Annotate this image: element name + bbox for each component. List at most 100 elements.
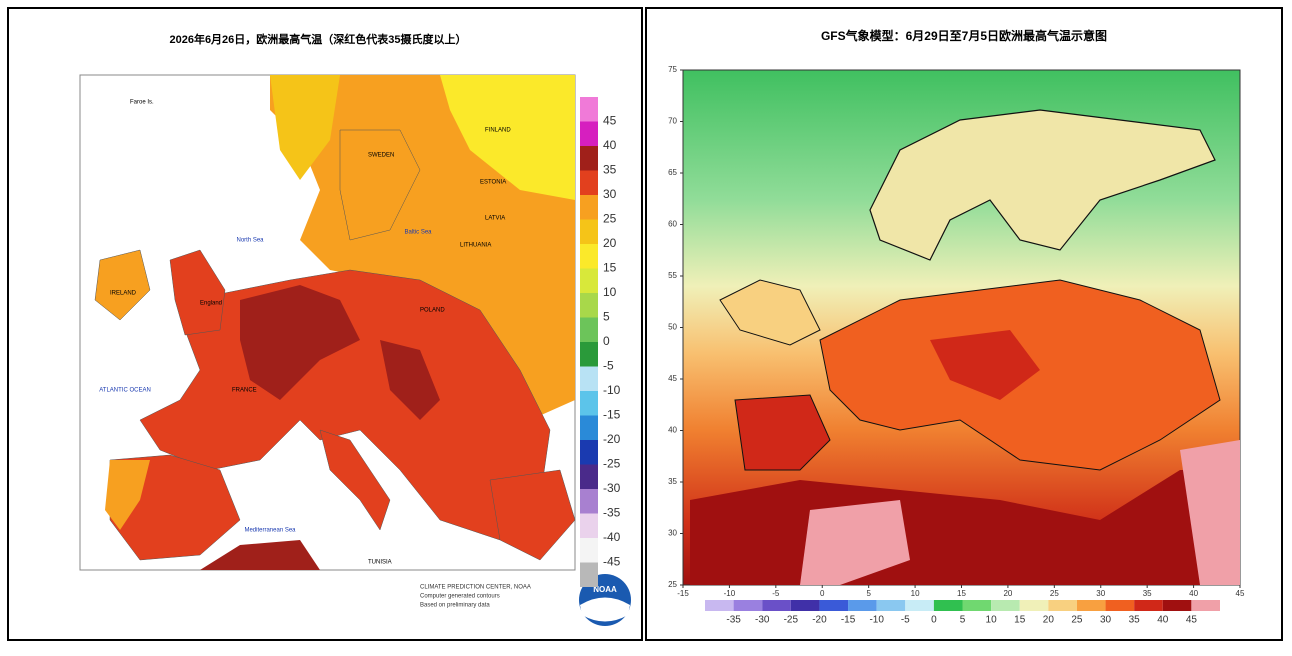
colorbar-swatch — [848, 600, 877, 611]
lon-tick-label: 15 — [957, 589, 966, 598]
legend-label: 45 — [603, 114, 617, 128]
left-title: 2026年6月26日，欧洲最高气温（深红色代表35摄氏度以上） — [169, 32, 466, 46]
lon-tick-label: 20 — [1003, 589, 1012, 598]
legend-label: 35 — [603, 163, 617, 177]
lon-tick-label: 45 — [1236, 589, 1245, 598]
legend-swatch — [580, 146, 598, 171]
colorbar-label: -20 — [812, 615, 827, 626]
colorbar-swatch — [1191, 600, 1220, 611]
legend-label: -30 — [603, 481, 621, 495]
lat-tick-label: 55 — [668, 271, 677, 280]
place-label: ATLANTIC OCEAN — [99, 388, 151, 394]
colorbar-swatch — [1019, 600, 1049, 611]
colorbar-swatch — [1162, 600, 1192, 611]
colorbar-label: 40 — [1157, 615, 1169, 626]
place-label: England — [200, 301, 222, 307]
colorbar-swatch — [933, 600, 963, 611]
place-label: Baltic Sea — [404, 230, 432, 236]
colorbar-swatch — [790, 600, 820, 611]
legend-label: 40 — [603, 138, 617, 152]
colorbar-label: 10 — [986, 615, 998, 626]
legend-swatch — [580, 317, 598, 342]
noaa-logo-wave — [580, 597, 630, 622]
colorbar-swatch — [1076, 600, 1106, 611]
legend-swatch — [580, 195, 598, 220]
colorbar-swatch — [876, 600, 906, 611]
lon-tick-label: 10 — [911, 589, 920, 598]
legend-swatch — [580, 440, 598, 465]
legend-label: -40 — [603, 530, 621, 544]
legend-label: 5 — [603, 310, 610, 324]
colorbar-label: 45 — [1186, 615, 1198, 626]
lat-tick-label: 75 — [668, 65, 677, 74]
colorbar-swatch — [705, 600, 734, 611]
colorbar-swatch — [1105, 600, 1135, 611]
footer-line: CLIMATE PREDICTION CENTER, NOAA — [420, 585, 531, 591]
lat-tick-label: 60 — [668, 220, 677, 229]
left-footer: CLIMATE PREDICTION CENTER, NOAA Computer… — [420, 585, 531, 609]
right-map — [682, 69, 1241, 586]
place-label: FINLAND — [485, 128, 511, 134]
colorbar-label: -5 — [901, 615, 910, 626]
lon-tick-label: -15 — [677, 589, 689, 598]
legend-swatch — [580, 97, 598, 122]
legend-label: -15 — [603, 408, 621, 422]
colorbar-label: 15 — [1014, 615, 1026, 626]
place-label: LATVIA — [485, 216, 505, 222]
place-label: FRANCE — [232, 388, 257, 394]
legend-swatch — [580, 391, 598, 416]
lat-tick-label: 40 — [668, 426, 677, 435]
lon-tick-label: -10 — [724, 589, 736, 598]
colorbar-label: 25 — [1071, 615, 1083, 626]
colorbar-swatch — [962, 600, 992, 611]
lon-tick-label: 40 — [1189, 589, 1198, 598]
place-label: IRELAND — [110, 291, 137, 297]
legend-swatch — [580, 121, 598, 146]
colorbar-label: -15 — [841, 615, 856, 626]
colorbar-label: 0 — [931, 615, 937, 626]
legend-swatch — [580, 366, 598, 391]
legend-swatch — [580, 489, 598, 514]
lat-tick-label: 70 — [668, 117, 677, 126]
legend-label: -45 — [603, 555, 621, 569]
place-label: SWEDEN — [368, 153, 394, 159]
place-label: Mediterranean Sea — [244, 528, 296, 534]
colorbar-swatch — [733, 600, 763, 611]
legend-swatch — [580, 219, 598, 244]
legend-swatch — [580, 170, 598, 195]
colorbar-label: -30 — [755, 615, 770, 626]
legend-swatch — [580, 268, 598, 293]
footer-line: Computer generated contours — [420, 594, 500, 600]
lon-tick-label: 30 — [1096, 589, 1105, 598]
colorbar-label: 5 — [960, 615, 966, 626]
left-map — [79, 74, 576, 571]
place-label: ESTONIA — [480, 180, 506, 186]
colorbar-swatch — [819, 600, 849, 611]
legend-swatch — [580, 562, 598, 587]
legend-label: -25 — [603, 457, 621, 471]
legend-label: 25 — [603, 212, 617, 226]
footer-line: Based on preliminary data — [420, 603, 490, 609]
legend-swatch — [580, 342, 598, 367]
colorbar-swatch — [991, 600, 1020, 611]
lon-tick-label: 25 — [1050, 589, 1059, 598]
legend-label: 20 — [603, 236, 617, 250]
legend-swatch — [580, 538, 598, 563]
right-title: GFS气象模型：6月29日至7月5日欧洲最高气温示意图 — [821, 28, 1107, 43]
legend-label: -35 — [603, 506, 621, 520]
left-legend: 45 40 35 30 25 20 15 10 5 0 -5 -10 -15 -20 -25 -30 -35 -4… — [580, 97, 621, 587]
left-map-labels: Faroe Is. North Sea Baltic Sea ATLANTIC … — [99, 100, 511, 566]
colorbar-swatch — [762, 600, 791, 611]
legend-swatch — [580, 513, 598, 538]
legend-swatch — [580, 244, 598, 269]
lat-tick-label: 45 — [668, 374, 677, 383]
colorbar-label: -25 — [784, 615, 799, 626]
colorbar-label: 30 — [1100, 615, 1112, 626]
place-label: North Sea — [236, 238, 264, 244]
lat-tick-label: 30 — [668, 529, 677, 538]
legend-swatch — [580, 415, 598, 440]
lon-tick-label: 35 — [1143, 589, 1152, 598]
